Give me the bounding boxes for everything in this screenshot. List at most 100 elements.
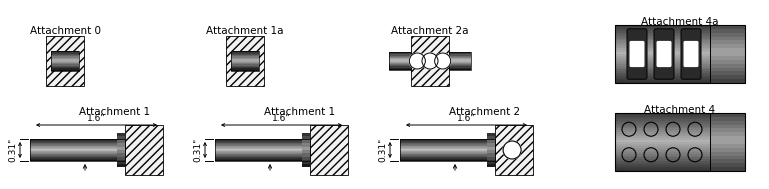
Bar (389, 54, 411, 56)
Bar (400, 140, 495, 141)
Bar (389, 68, 411, 69)
Bar (389, 64, 411, 65)
Bar (615, 52, 745, 54)
Bar (389, 60, 411, 62)
Bar (615, 144, 745, 146)
Circle shape (422, 53, 438, 69)
Bar (400, 156, 495, 157)
Bar (226, 36, 264, 86)
Bar (30, 156, 125, 157)
Bar (710, 117, 745, 121)
Bar (710, 25, 745, 29)
Bar (400, 146, 495, 147)
Bar (710, 44, 745, 48)
Bar (215, 158, 310, 159)
Bar (400, 151, 495, 152)
Bar (51, 60, 79, 62)
Bar (231, 52, 259, 54)
Bar (615, 157, 745, 159)
Bar (615, 159, 745, 161)
Bar (51, 68, 79, 70)
Circle shape (503, 141, 521, 159)
Bar (400, 152, 495, 153)
Bar (400, 143, 495, 144)
FancyBboxPatch shape (630, 41, 644, 67)
Bar (615, 60, 745, 62)
Bar (389, 56, 411, 57)
Bar (215, 139, 310, 161)
Bar (389, 57, 411, 58)
Bar (615, 125, 745, 126)
Bar (615, 130, 745, 132)
Bar (215, 152, 310, 153)
Bar (615, 152, 745, 154)
Bar (51, 70, 79, 71)
Bar (615, 136, 745, 138)
Bar (400, 155, 495, 156)
Bar (487, 153, 495, 157)
Bar (487, 160, 495, 164)
Bar (449, 57, 471, 58)
Bar (615, 126, 745, 129)
Bar (30, 154, 125, 155)
Bar (51, 63, 79, 64)
Bar (615, 146, 745, 148)
Bar (615, 123, 745, 125)
Bar (125, 125, 163, 175)
Bar (389, 58, 411, 59)
Bar (615, 64, 745, 66)
Bar (710, 60, 745, 64)
Bar (615, 140, 745, 142)
Bar (215, 151, 310, 152)
Bar (400, 160, 495, 161)
Bar (615, 35, 745, 37)
Bar (710, 121, 745, 125)
Bar (46, 36, 84, 86)
Bar (615, 138, 745, 140)
Bar (449, 69, 471, 70)
Bar (400, 154, 495, 155)
Bar (615, 148, 745, 150)
Bar (487, 140, 495, 143)
Bar (215, 150, 310, 151)
Bar (231, 70, 259, 71)
Bar (30, 143, 125, 144)
Bar (615, 142, 745, 144)
Bar (51, 67, 79, 68)
Bar (710, 64, 745, 67)
Bar (215, 156, 310, 157)
Text: Attachment 4: Attachment 4 (644, 105, 716, 115)
Bar (615, 67, 745, 70)
Text: 1.6": 1.6" (87, 114, 106, 123)
Bar (615, 79, 745, 81)
Bar (710, 33, 745, 37)
FancyBboxPatch shape (684, 41, 698, 67)
Bar (615, 54, 745, 56)
Bar (215, 142, 310, 143)
Bar (615, 156, 745, 157)
Bar (615, 154, 745, 156)
Bar (615, 27, 745, 29)
Bar (231, 56, 259, 58)
Bar (215, 157, 310, 158)
Text: Attachment 1a: Attachment 1a (206, 26, 284, 36)
Bar (615, 33, 745, 35)
Bar (302, 153, 310, 157)
Text: Attachment 0: Attachment 0 (29, 26, 101, 36)
Bar (615, 42, 745, 44)
Bar (615, 25, 745, 27)
Bar (400, 150, 495, 151)
Circle shape (434, 53, 451, 69)
Bar (710, 140, 745, 144)
Bar (215, 149, 310, 150)
Bar (215, 145, 310, 146)
Bar (615, 40, 745, 42)
Bar (710, 129, 745, 132)
Bar (231, 67, 259, 68)
Bar (710, 163, 745, 167)
Bar (30, 155, 125, 156)
Bar (400, 142, 495, 143)
Bar (30, 141, 125, 142)
Bar (615, 169, 745, 171)
Bar (215, 146, 310, 147)
